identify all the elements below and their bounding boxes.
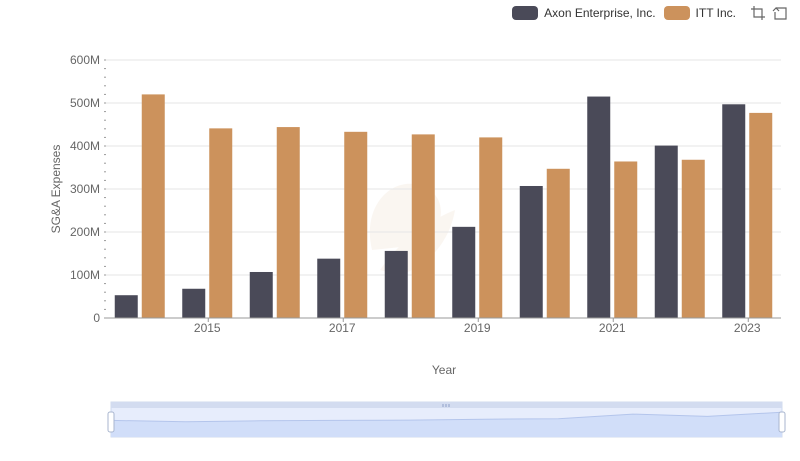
bar-itt-2022[interactable] xyxy=(681,159,705,318)
y-gridlines xyxy=(106,59,781,276)
bar-axon-2022[interactable] xyxy=(654,145,678,318)
legend-swatch-itt xyxy=(663,6,690,20)
bar-itt-2023[interactable] xyxy=(749,112,773,318)
zoom-selection[interactable] xyxy=(111,408,782,437)
bar-axon-2019[interactable] xyxy=(452,226,476,318)
legend-item-axon[interactable]: Axon Enterprise, Inc. xyxy=(512,6,656,20)
zoom-preview-area xyxy=(111,412,782,437)
y-tick-label: 500M xyxy=(70,96,100,110)
y-minor-ticks xyxy=(104,59,106,319)
x-tick-label: 2017 xyxy=(329,321,356,335)
legend: Axon Enterprise, Inc. ITT Inc. xyxy=(512,4,788,22)
zoom-grip-icon xyxy=(442,404,450,407)
x-tick-label: 2019 xyxy=(464,321,491,335)
bar-axon-2018[interactable] xyxy=(384,250,408,318)
y-tick-label: 0 xyxy=(93,311,100,325)
bar-axon-2021[interactable] xyxy=(587,96,611,318)
legend-item-itt[interactable]: ITT Inc. xyxy=(663,6,736,20)
legend-swatch-axon xyxy=(512,6,539,20)
legend-label-itt: ITT Inc. xyxy=(695,6,736,20)
data-zoom-slider[interactable] xyxy=(107,401,786,438)
bar-axon-2020[interactable] xyxy=(519,185,543,318)
y-axis-tick-labels: 0 100M 200M 300M 400M 500M 600M xyxy=(70,53,100,325)
bar-itt-2021[interactable] xyxy=(614,161,638,318)
y-tick-label: 300M xyxy=(70,182,100,196)
x-axis-tick-labels: 2015 2017 2019 2021 2023 xyxy=(194,318,761,335)
bar-itt-2015[interactable] xyxy=(209,128,233,318)
bar-itt-2020[interactable] xyxy=(546,168,570,318)
x-tick-label: 2021 xyxy=(599,321,626,335)
bars[interactable] xyxy=(114,94,773,319)
x-axis-title: Year xyxy=(432,363,456,377)
legend-label-axon: Axon Enterprise, Inc. xyxy=(544,6,656,20)
y-tick-label: 200M xyxy=(70,225,100,239)
bar-axon-2017[interactable] xyxy=(317,258,341,318)
restore-icon[interactable] xyxy=(772,5,788,21)
bar-axon-2015[interactable] xyxy=(182,288,206,318)
x-tick-label: 2023 xyxy=(734,321,761,335)
y-axis-title: SG&A Expenses xyxy=(49,145,63,234)
bar-itt-2016[interactable] xyxy=(276,127,300,318)
x-tick-label: 2015 xyxy=(194,321,221,335)
bar-axon-2016[interactable] xyxy=(249,271,273,318)
toolbox xyxy=(750,5,788,21)
y-tick-label: 600M xyxy=(70,53,100,67)
bar-itt-2017[interactable] xyxy=(344,131,368,318)
zoom-handle-right[interactable] xyxy=(778,411,786,433)
y-tick-label: 100M xyxy=(70,268,100,282)
bar-axon-2023[interactable] xyxy=(722,104,746,318)
bar-itt-2018[interactable] xyxy=(411,134,435,318)
bar-itt-2014[interactable] xyxy=(141,94,165,319)
zoom-select-icon[interactable] xyxy=(750,5,766,21)
bar-axon-2014[interactable] xyxy=(114,295,138,318)
y-tick-label: 400M xyxy=(70,139,100,153)
zoom-preview-line xyxy=(110,411,783,423)
bar-itt-2019[interactable] xyxy=(479,137,503,318)
zoom-handle-left[interactable] xyxy=(107,411,115,433)
